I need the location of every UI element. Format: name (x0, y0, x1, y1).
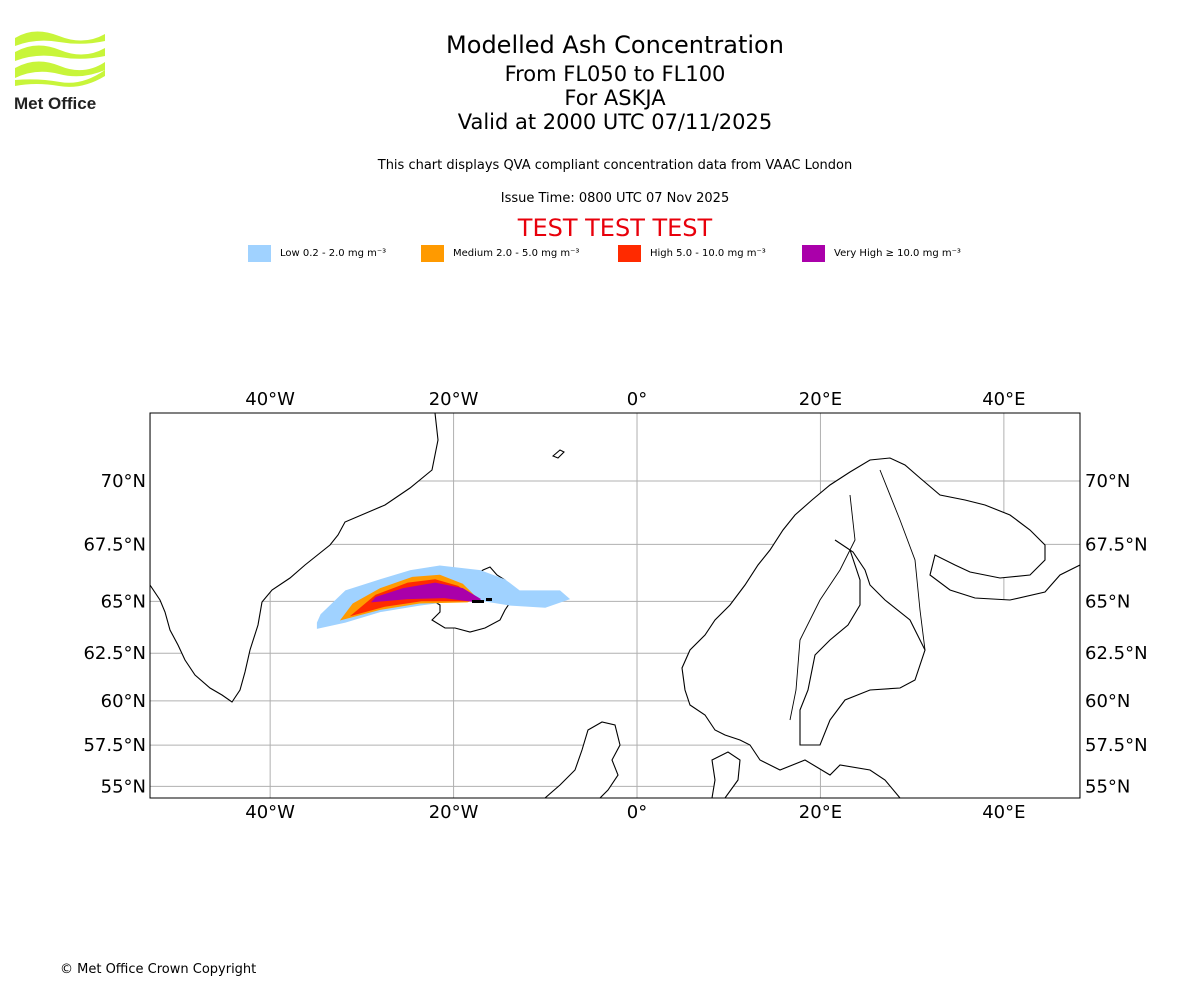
lon-tick-label: 0° (627, 802, 647, 823)
lat-tick-label-right: 57.5°N (1085, 735, 1148, 756)
legend-label: Low 0.2 - 2.0 mg m⁻³ (280, 248, 387, 259)
legend-label: Medium 2.0 - 5.0 mg m⁻³ (453, 248, 580, 259)
border-norway-sweden (789, 494, 856, 721)
legend-item-low: Low 0.2 - 2.0 mg m⁻³ (248, 245, 386, 262)
map-frame (149, 412, 1081, 799)
chart-description: This chart displays QVA compliant concen… (377, 158, 853, 173)
lat-tick-label-left: 67.5°N (83, 534, 146, 555)
legend-label: High 5.0 - 10.0 mg m⁻³ (650, 248, 766, 259)
gulf-of-bothnia (799, 539, 926, 746)
valid-time: Valid at 2000 UTC 07/11/2025 (457, 110, 773, 134)
legend-label: Very High ≥ 10.0 mg m⁻³ (834, 248, 961, 259)
legend-swatch (802, 245, 825, 262)
svalbard-islet (551, 449, 565, 459)
ash-region-very-high (371, 582, 482, 603)
ash-concentration-regions (316, 565, 571, 629)
lat-tick-label-right: 55°N (1085, 776, 1130, 797)
uk-coast (544, 721, 621, 798)
flight-levels: From FL050 to FL100 (504, 62, 726, 86)
greenland-coast (150, 413, 439, 703)
chart-title: Modelled Ash Concentration From FL050 to… (0, 31, 1200, 134)
border-finland-russia (879, 469, 926, 651)
legend-item-medium: Medium 2.0 - 5.0 mg m⁻³ (421, 245, 579, 262)
legend-swatch (421, 245, 444, 262)
met-office-logo: Met Office (14, 28, 106, 116)
lon-tick-label: 40°W (245, 802, 295, 823)
borders (789, 469, 926, 721)
askja-marker (472, 598, 492, 603)
lat-tick-label-left: 60°N (101, 691, 146, 712)
lat-tick-label-left: 57.5°N (83, 735, 146, 756)
test-banner: TEST TEST TEST (517, 214, 713, 242)
lon-tick-label: 20°W (429, 389, 479, 410)
logo-text: Met Office (14, 94, 96, 112)
volcano-name: For ASKJA (564, 86, 666, 110)
lat-tick-label-right: 62.5°N (1085, 643, 1148, 664)
lon-tick-label: 40°E (982, 802, 1025, 823)
legend-swatch (618, 245, 641, 262)
lat-tick-label-right: 70°N (1085, 471, 1130, 492)
lon-tick-label: 40°W (245, 389, 295, 410)
title-main: Modelled Ash Concentration (446, 31, 784, 59)
coastlines (150, 413, 1080, 798)
lat-tick-label-left: 70°N (101, 471, 146, 492)
lon-tick-label: 40°E (982, 389, 1025, 410)
lon-tick-label: 20°E (799, 389, 842, 410)
lat-tick-label-left: 62.5°N (83, 643, 146, 664)
legend-item-very-high: Very High ≥ 10.0 mg m⁻³ (802, 245, 961, 262)
met-office-wave-icon: Met Office (14, 31, 105, 113)
lon-tick-label: 20°W (429, 802, 479, 823)
lat-tick-label-left: 55°N (101, 776, 146, 797)
denmark-coast (711, 751, 741, 798)
issue-time: Issue Time: 0800 UTC 07 Nov 2025 (500, 191, 730, 206)
lon-tick-label: 20°E (799, 802, 842, 823)
lat-tick-label-right: 67.5°N (1085, 534, 1148, 555)
legend-swatch (248, 245, 271, 262)
lon-tick-label: 0° (627, 389, 647, 410)
copyright: © Met Office Crown Copyright (60, 962, 257, 977)
lat-tick-label-left: 65°N (101, 591, 146, 612)
axis-ticks: 40°W 40°W 20°W 20°W 0° 0° 20°E 20°E 40°E 40°E 70°N… (83, 389, 1147, 823)
lat-tick-label-right: 60°N (1085, 691, 1130, 712)
lat-tick-label-right: 65°N (1085, 591, 1130, 612)
legend-item-high: High 5.0 - 10.0 mg m⁻³ (618, 245, 766, 262)
